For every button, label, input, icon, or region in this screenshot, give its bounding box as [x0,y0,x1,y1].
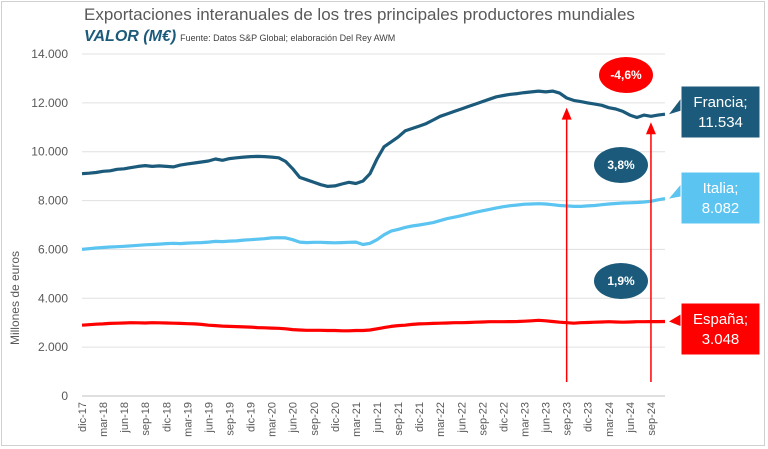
annotation-text: 1,9% [607,274,635,288]
x-tick-label: dic-21 [414,402,426,432]
x-tick-label: mar-20 [267,402,279,437]
y-axis-label: Millones de euros [8,251,22,345]
x-tick-label: dic-18 [161,402,173,432]
x-tick-label: jun-18 [119,402,131,434]
x-tick-label: sep-20 [309,402,321,436]
series-line-francia [81,89,666,188]
arrows [561,107,656,382]
y-tick-label: 8.000 [38,194,68,208]
callout-box-españa [680,302,761,356]
x-tick-label: dic-22 [498,402,510,432]
x-tick-label: jun-22 [456,402,468,434]
x-tick-label: jun-24 [625,402,637,434]
callout-pointer [669,313,683,327]
x-tick-label: mar-22 [435,402,447,437]
callout-text: 3.048 [702,331,740,348]
y-tick-label: 0 [61,389,68,403]
x-tick-label: sep-18 [140,402,152,436]
x-tick-label: mar-23 [520,402,532,437]
y-tick-label: 14.000 [31,47,68,61]
x-tick-label: sep-23 [562,402,574,436]
annotations: -4,6% 3,8% 1,9% [594,57,653,299]
x-tick-label: mar-18 [98,402,110,437]
x-tick-label: mar-24 [604,402,616,437]
callout-text: Francia; [693,94,747,111]
callout-pointer [669,96,683,115]
annotation-bubble [594,147,648,183]
x-tick-label: dic-19 [246,402,258,432]
y-tick-label: 2.000 [38,340,68,354]
callout-text: 8.082 [702,200,740,217]
x-tick-label: dic-20 [330,402,342,432]
chart-subtitle-line: VALOR (M€) Fuente: Datos S&P Global; elab… [84,28,395,46]
x-tick-label: jun-21 [372,402,384,434]
x-tick-label: sep-19 [225,402,237,436]
x-tick-label: jun-20 [288,402,300,434]
arrow-head [645,122,656,135]
callout-box-italia [680,171,761,225]
arrow-head [561,107,572,120]
y-axis-ticks: 0 2.000 4.000 6.000 8.000 10.000 12.000 14.000 [31,47,68,403]
series-line-españa [81,318,666,333]
annotation-text: -4,6% [610,68,642,82]
annotation-bubble [599,57,653,93]
y-tick-label: 10.000 [31,145,68,159]
x-tick-label: dic-23 [583,402,595,432]
x-axis-ticks: dic-17 mar-18 jun-18 sep-18 dic-18 mar-19 jun-… [77,402,658,437]
callout-pointer [669,182,683,199]
x-tick-label: jun-19 [203,402,215,434]
x-tick-label: sep-24 [646,402,658,436]
x-tick-label: dic-17 [77,402,89,432]
annotation-bubble [594,263,648,299]
x-tick-label: sep-21 [393,402,405,436]
callout-text: Italia; [703,180,739,197]
y-tick-label: 12.000 [31,96,68,110]
y-tick-label: 6.000 [38,242,68,256]
callout-text: España; [693,311,748,328]
annotation-text: 3,8% [607,158,635,172]
x-tick-label: mar-19 [182,402,194,437]
y-tick-label: 4.000 [38,291,68,305]
gridlines [82,53,665,397]
callout-text: 11.534 [698,114,743,131]
series-lines [81,89,666,333]
x-tick-label: jun-23 [541,402,553,434]
source-note: Fuente: Datos S&P Global; elaboración De… [180,33,396,43]
chart-title: Exportaciones interanuales de los tres p… [84,5,635,24]
chart-subtitle: VALOR (M€) [84,28,177,45]
series-line-italia [81,197,666,251]
x-tick-label: mar-21 [351,402,363,437]
callout-box-francia [680,85,761,139]
x-tick-label: sep-22 [477,402,489,436]
end-labels: Francia; 11.534 Italia; 8.082 España; 3.048 [669,85,761,356]
